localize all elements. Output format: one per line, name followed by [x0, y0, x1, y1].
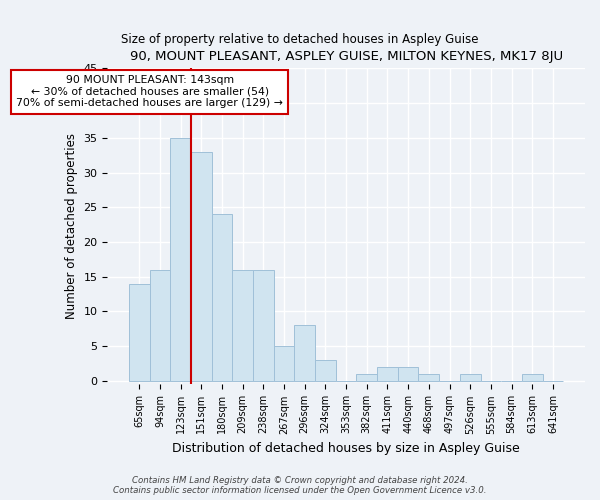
Bar — [191, 152, 212, 381]
Text: Size of property relative to detached houses in Aspley Guise: Size of property relative to detached ho… — [121, 32, 479, 46]
X-axis label: Distribution of detached houses by size in Aspley Guise: Distribution of detached houses by size … — [172, 442, 520, 455]
Bar — [356, 374, 377, 381]
Title: 90, MOUNT PLEASANT, ASPLEY GUISE, MILTON KEYNES, MK17 8JU: 90, MOUNT PLEASANT, ASPLEY GUISE, MILTON… — [130, 50, 563, 63]
Bar — [418, 374, 439, 381]
Bar — [129, 284, 149, 381]
Bar — [149, 270, 170, 381]
Bar — [295, 326, 315, 381]
Bar — [522, 374, 542, 381]
Bar — [232, 270, 253, 381]
Text: 90 MOUNT PLEASANT: 143sqm
← 30% of detached houses are smaller (54)
70% of semi-: 90 MOUNT PLEASANT: 143sqm ← 30% of detac… — [16, 76, 283, 108]
Bar — [377, 367, 398, 381]
Bar — [253, 270, 274, 381]
Bar — [212, 214, 232, 381]
Bar — [170, 138, 191, 381]
Y-axis label: Number of detached properties: Number of detached properties — [65, 134, 78, 320]
Bar — [274, 346, 295, 381]
Bar — [398, 367, 418, 381]
Bar — [315, 360, 336, 381]
Text: Contains HM Land Registry data © Crown copyright and database right 2024.
Contai: Contains HM Land Registry data © Crown c… — [113, 476, 487, 495]
Bar — [460, 374, 481, 381]
